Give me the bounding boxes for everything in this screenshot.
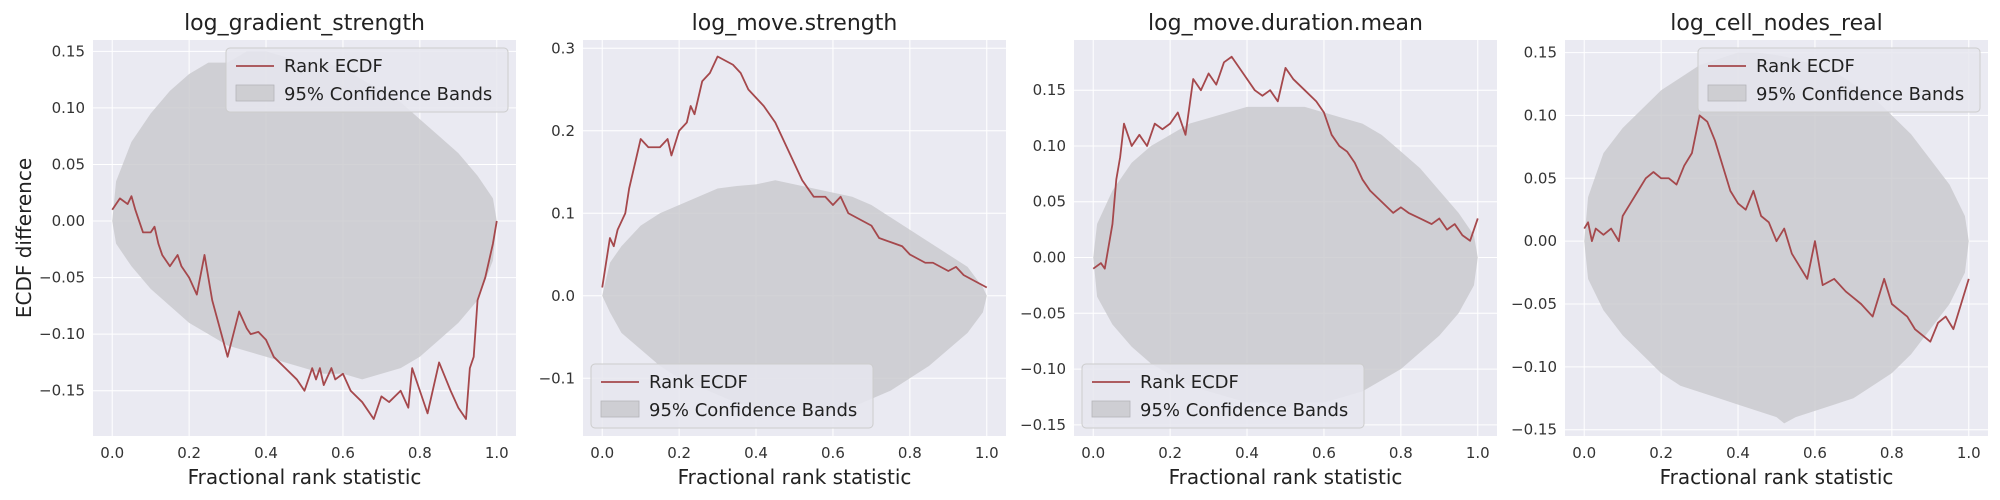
legend-label-rank-ecdf: Rank ECDF	[284, 56, 383, 77]
legend-frame	[1697, 47, 1981, 113]
x-tick-label: 0.4	[744, 444, 768, 462]
legend-label-rank-ecdf: Rank ECDF	[1140, 372, 1239, 393]
legend: Rank ECDF 95% Confidence Bands	[1697, 47, 1981, 113]
y-tick-label: −0.10	[39, 325, 85, 343]
x-tick-label: 0.2	[1649, 444, 1673, 462]
y-tick-label: 0.1	[551, 204, 575, 222]
y-tick-label: 0.3	[551, 39, 575, 57]
y-tick-label: 0.10	[52, 99, 85, 117]
legend-frame	[590, 363, 874, 429]
y-tick-label: 0.10	[1033, 137, 1066, 155]
x-tick-label: 0.6	[331, 444, 355, 462]
confidence-band	[1093, 106, 1478, 409]
x-tick-label: 0.8	[408, 444, 432, 462]
legend-label-rank-ecdf: Rank ECDF	[1756, 56, 1855, 77]
x-tick-label: 0.6	[1312, 444, 1336, 462]
series-line-rank-ecdf	[111, 195, 498, 420]
legend: Rank ECDF 95% Confidence Bands	[1081, 363, 1365, 429]
panel-title: log_cell_nodes_real	[1670, 11, 1882, 36]
x-tick-label: 0.6	[1803, 444, 1827, 462]
y-tick-label: 0.00	[1524, 232, 1557, 250]
legend-band-swatch	[1707, 84, 1747, 102]
legend-label-confidence-bands: 95% Confidence Bands	[1140, 400, 1348, 421]
x-tick-label: 0.2	[177, 444, 201, 462]
confidence-band	[1584, 52, 1969, 424]
x-tick-label: 0.0	[1572, 444, 1596, 462]
y-tick-label: −0.05	[39, 269, 85, 287]
y-tick-label: 0.00	[52, 212, 85, 230]
y-tick-label: 0.00	[1033, 249, 1066, 267]
x-tick-label: 0.2	[667, 444, 691, 462]
legend-frame	[225, 47, 509, 113]
x-tick-label: 0.2	[1158, 444, 1182, 462]
x-axis-label: Fractional rank statistic	[678, 465, 912, 489]
panel-1: 0.0 0.2 0.4 0.6 0.8 1.0 −0.15 −0.10 −0.05 0.00 0.0…	[12, 11, 516, 489]
panel-title: log_move.duration.mean	[1148, 11, 1423, 36]
x-axis-label: Fractional rank statistic	[188, 465, 422, 489]
y-tick-label: 0.05	[1524, 169, 1557, 187]
y-tick-label: 0.15	[1033, 81, 1066, 99]
x-tick-label: 0.0	[100, 444, 124, 462]
y-tick-label: −0.15	[1511, 421, 1557, 439]
y-tick-label: 0.05	[1033, 193, 1066, 211]
y-tick-label: 0.15	[52, 42, 85, 60]
legend-frame	[1081, 363, 1365, 429]
x-tick-label: 0.0	[1081, 444, 1105, 462]
panel-2: 0.0 0.2 0.4 0.6 0.8 1.0 −0.1 0.0 0.1 0.2 0.3 log_mo…	[539, 11, 1006, 489]
y-tick-label: 0.05	[52, 155, 85, 173]
x-tick-label: 1.0	[975, 444, 999, 462]
legend-band-swatch	[1091, 400, 1131, 418]
y-tick-label: −0.05	[1020, 304, 1066, 322]
legend-label-confidence-bands: 95% Confidence Bands	[649, 400, 857, 421]
x-tick-label: 0.0	[590, 444, 614, 462]
panel-title: log_gradient_strength	[184, 11, 425, 36]
y-tick-label: 0.0	[551, 287, 575, 305]
x-tick-label: 1.0	[1466, 444, 1490, 462]
legend-band-swatch	[235, 84, 275, 102]
x-axis-label: Fractional rank statistic	[1660, 465, 1894, 489]
x-tick-label: 0.8	[1389, 444, 1413, 462]
x-tick-label: 0.4	[1235, 444, 1259, 462]
legend-label-rank-ecdf: Rank ECDF	[649, 372, 748, 393]
series-line-rank-ecdf	[601, 55, 988, 289]
x-tick-label: 0.4	[254, 444, 278, 462]
y-tick-label: 0.10	[1524, 106, 1557, 124]
series-line-rank-ecdf	[1583, 114, 1970, 343]
y-tick-label: 0.2	[551, 122, 575, 140]
panel-title: log_move.strength	[692, 11, 898, 36]
confidence-band	[112, 51, 497, 380]
x-tick-label: 0.8	[1880, 444, 1904, 462]
legend: Rank ECDF 95% Confidence Bands	[225, 47, 509, 113]
x-tick-label: 0.8	[898, 444, 922, 462]
panel-3: 0.0 0.2 0.4 0.6 0.8 1.0 −0.15 −0.10 −0.05 0.00 0.0…	[1020, 11, 1497, 489]
x-axis-label: Fractional rank statistic	[1169, 465, 1403, 489]
y-tick-label: −0.15	[1020, 416, 1066, 434]
y-tick-label: −0.15	[39, 382, 85, 400]
legend-label-confidence-bands: 95% Confidence Bands	[284, 84, 492, 105]
y-tick-label: −0.1	[539, 369, 575, 387]
y-tick-label: 0.15	[1524, 44, 1557, 62]
y-tick-label: −0.05	[1511, 295, 1557, 313]
y-axis-label: ECDF difference	[12, 158, 36, 318]
legend-label-confidence-bands: 95% Confidence Bands	[1756, 84, 1964, 105]
x-tick-label: 1.0	[1957, 444, 1981, 462]
panel-4: 0.0 0.2 0.4 0.6 0.8 1.0 −0.15 −0.10 −0.05 0.00 0.0…	[1511, 11, 1988, 489]
x-tick-label: 1.0	[485, 444, 509, 462]
x-tick-label: 0.6	[821, 444, 845, 462]
x-tick-label: 0.4	[1726, 444, 1750, 462]
y-tick-label: −0.10	[1020, 360, 1066, 378]
confidence-band	[602, 180, 987, 412]
legend: Rank ECDF 95% Confidence Bands	[590, 363, 874, 429]
y-tick-label: −0.10	[1511, 358, 1557, 376]
legend-band-swatch	[600, 400, 640, 418]
series-line-rank-ecdf	[1092, 55, 1479, 270]
